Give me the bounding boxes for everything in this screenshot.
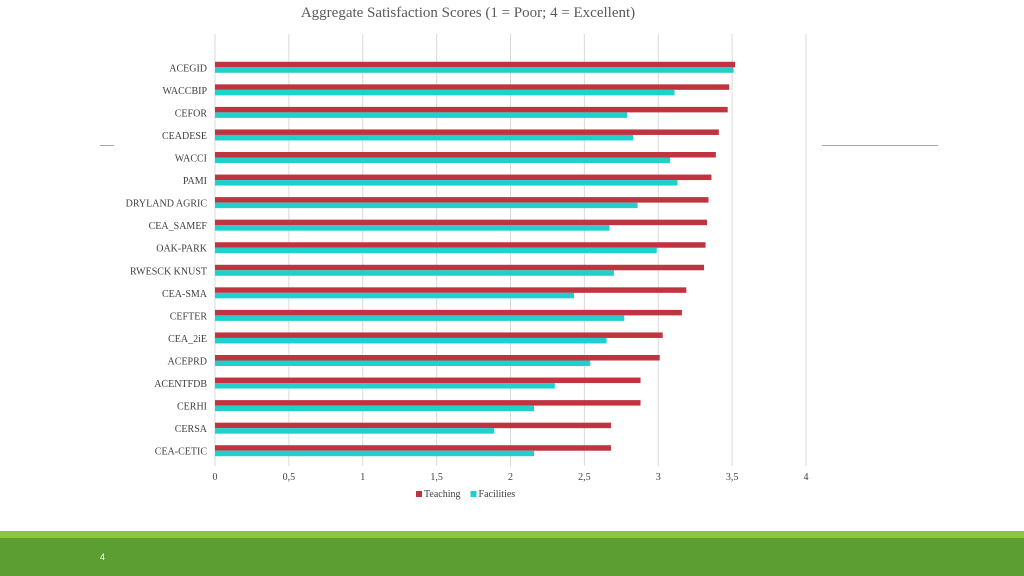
category-label: ACEGID xyxy=(169,63,207,74)
x-tick-label: 3 xyxy=(656,472,661,483)
category-label: CERHI xyxy=(177,402,207,413)
bar-facilities xyxy=(215,450,535,457)
bar-facilities xyxy=(215,383,555,389)
legend-label: Teaching xyxy=(424,489,461,500)
bar-teaching xyxy=(215,264,705,271)
bar-teaching xyxy=(215,445,611,451)
legend-label: Facilities xyxy=(479,489,516,500)
x-tick-label: 2,5 xyxy=(578,472,591,483)
x-tick-label: 2 xyxy=(508,472,513,483)
bar-facilities xyxy=(215,292,575,299)
category-label: PAMI xyxy=(183,176,207,187)
x-tick-label: 0,5 xyxy=(283,472,296,483)
bar-facilities xyxy=(215,337,607,344)
bar-teaching xyxy=(215,106,728,113)
x-tick-label: 1 xyxy=(360,472,365,483)
bar-facilities xyxy=(215,134,634,141)
category-label: CEA-CETIC xyxy=(155,447,208,458)
category-label: CEFOR xyxy=(175,108,208,119)
bar-facilities xyxy=(215,202,638,209)
bar-facilities xyxy=(215,112,628,118)
bar-facilities xyxy=(215,360,591,366)
decorative-line-right xyxy=(822,145,938,146)
bar-teaching xyxy=(215,174,712,181)
bar-facilities xyxy=(215,247,657,254)
legend: Teaching Facilities xyxy=(416,489,515,500)
decorative-line-left xyxy=(100,145,114,146)
bar-facilities xyxy=(215,89,675,96)
category-labels: ACEGID WACCBIP CEFOR CEADESE WACCI PAMI DRYLAN… xyxy=(126,63,208,457)
legend-swatch xyxy=(416,491,422,497)
footer-accent-bar xyxy=(0,531,1024,538)
bar-teaching xyxy=(215,84,730,90)
category-label: RWESCK KNUST xyxy=(130,266,207,277)
category-label: CEA_SAMEF xyxy=(149,221,208,232)
bars xyxy=(215,61,736,457)
bar-teaching xyxy=(215,355,660,361)
bar-teaching xyxy=(215,197,709,203)
category-label: CEFTER xyxy=(170,311,208,322)
bar-teaching xyxy=(215,152,716,158)
x-tick-label: 4 xyxy=(804,472,809,483)
bar-facilities xyxy=(215,315,625,321)
bar-facilities xyxy=(215,180,678,186)
footer-bar xyxy=(0,538,1024,576)
bar-facilities xyxy=(215,405,535,412)
bar-facilities xyxy=(215,157,671,163)
category-label: WACCI xyxy=(175,154,207,165)
x-tick-label: 0 xyxy=(213,472,218,483)
bar-facilities xyxy=(215,270,614,276)
category-label: ACENTFDB xyxy=(154,379,207,390)
category-label: ACEPRD xyxy=(168,357,207,368)
category-label: OAK-PARK xyxy=(156,244,208,255)
bar-teaching xyxy=(215,219,708,226)
category-label: CERSA xyxy=(175,424,208,435)
bar-teaching xyxy=(215,129,719,135)
category-label: DRYLAND AGRIC xyxy=(126,199,208,210)
bar-teaching xyxy=(215,422,611,429)
category-label: CEADESE xyxy=(162,131,207,142)
page-number: 4 xyxy=(100,552,106,562)
bar-teaching xyxy=(215,242,706,248)
category-label: CEA-SMA xyxy=(162,289,208,300)
bar-teaching xyxy=(215,332,663,338)
bar-teaching xyxy=(215,61,736,68)
x-tick-label: 1,5 xyxy=(430,472,443,483)
legend-swatch xyxy=(470,491,477,497)
bar-teaching xyxy=(215,309,682,316)
bar-teaching xyxy=(215,400,641,406)
bar-facilities xyxy=(215,225,610,231)
bar-facilities xyxy=(215,428,495,434)
category-label: WACCBIP xyxy=(163,86,208,97)
bar-facilities xyxy=(215,67,734,73)
bar-chart: Aggregate Satisfaction Scores (1 = Poor;… xyxy=(126,5,809,500)
x-tick-label: 3,5 xyxy=(726,472,739,483)
bar-teaching xyxy=(215,287,687,293)
category-label: CEA_2iE xyxy=(168,334,207,345)
x-tick-labels: 0 0,5 1 1,5 2 2,5 3 3,5 4 xyxy=(213,472,809,483)
bar-teaching xyxy=(215,377,641,384)
chart-title: Aggregate Satisfaction Scores (1 = Poor;… xyxy=(301,5,635,21)
